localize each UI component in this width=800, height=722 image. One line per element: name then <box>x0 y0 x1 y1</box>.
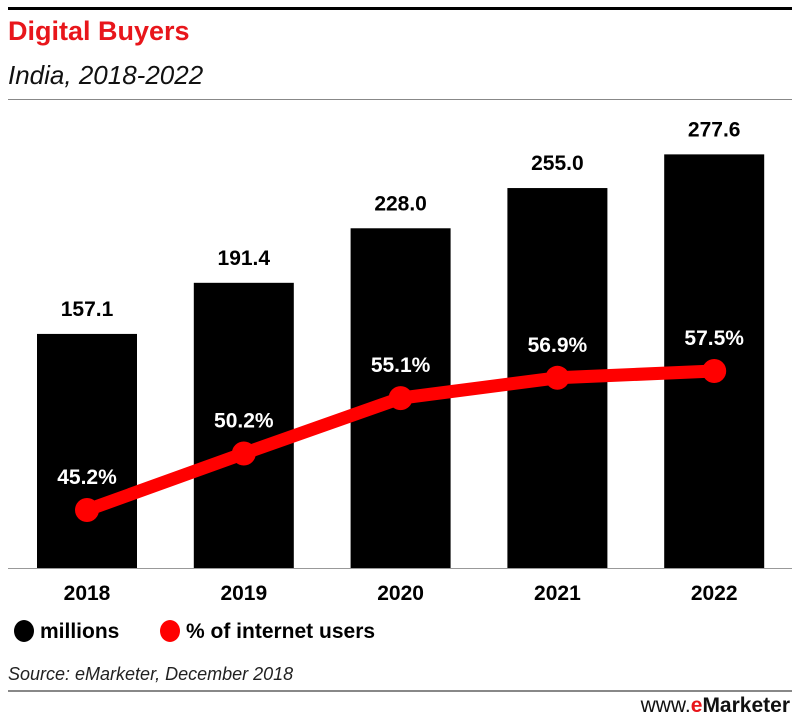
percent-value-label: 57.5% <box>684 327 744 350</box>
chart-subtitle: India, 2018-2022 <box>8 60 204 90</box>
bar-value-label: 191.4 <box>218 247 271 270</box>
percent-point-2021 <box>545 365 570 390</box>
percent-value-label: 50.2% <box>214 410 274 433</box>
legend-item-percent: % of internet users <box>160 620 375 644</box>
title-rule <box>8 99 792 100</box>
chart-title: Digital Buyers <box>8 16 190 46</box>
percent-point-2019 <box>231 441 256 466</box>
bar-value-label: 157.1 <box>61 298 114 321</box>
bar-value-label: 228.0 <box>374 192 427 215</box>
x-tick-label: 2020 <box>377 582 424 605</box>
bar-value-label: 255.0 <box>531 152 584 175</box>
legend-label: millions <box>40 620 120 643</box>
legend-swatch-millions <box>14 620 34 642</box>
x-tick-label: 2022 <box>691 582 738 605</box>
top-rule <box>8 7 792 10</box>
x-tick-label: 2021 <box>534 582 581 605</box>
footer-rule <box>8 690 792 692</box>
x-tick-label: 2018 <box>64 582 111 605</box>
percent-value-label: 55.1% <box>371 354 431 377</box>
source-note: Source: eMarketer, December 2018 <box>8 664 294 684</box>
percent-value-label: 45.2% <box>57 466 117 489</box>
brand-logo: www.eMarketer <box>640 694 790 717</box>
percent-point-2018 <box>75 498 99 522</box>
bar-2019 <box>193 282 294 568</box>
bar-value-label: 277.6 <box>688 118 741 141</box>
percent-point-2022 <box>702 359 727 384</box>
legend-label: % of internet users <box>186 620 376 643</box>
legend-swatch-percent <box>160 620 180 642</box>
percent-value-label: 56.9% <box>528 334 588 357</box>
legend-item-millions: millions <box>14 620 119 644</box>
bar-2018 <box>37 333 137 568</box>
percent-point-2020 <box>388 386 413 411</box>
x-tick-label: 2019 <box>220 582 267 605</box>
